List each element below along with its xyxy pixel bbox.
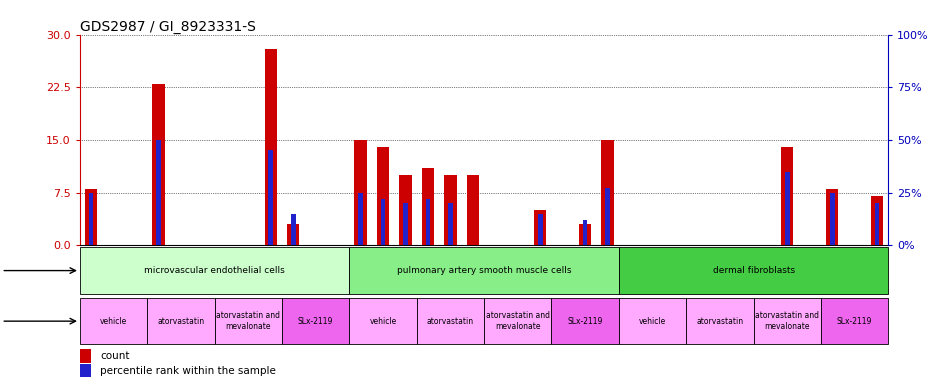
- Bar: [448, 203, 453, 245]
- Bar: [416, 298, 484, 344]
- Bar: [579, 224, 591, 245]
- Bar: [80, 247, 350, 294]
- Text: vehicle: vehicle: [100, 317, 127, 326]
- Bar: [350, 247, 619, 294]
- Bar: [400, 175, 412, 245]
- Bar: [754, 298, 821, 344]
- Text: percentile rank within the sample: percentile rank within the sample: [101, 366, 276, 376]
- Bar: [156, 140, 161, 245]
- Bar: [826, 189, 838, 245]
- Bar: [830, 193, 835, 245]
- Bar: [269, 151, 274, 245]
- Bar: [875, 203, 880, 245]
- Bar: [152, 84, 164, 245]
- Text: atorvastatin: atorvastatin: [157, 317, 205, 326]
- Bar: [445, 175, 457, 245]
- Bar: [214, 298, 282, 344]
- Text: vehicle: vehicle: [639, 317, 666, 326]
- Text: count: count: [101, 351, 130, 361]
- Bar: [534, 210, 546, 245]
- Bar: [552, 298, 619, 344]
- Text: SLx-2119: SLx-2119: [837, 317, 872, 326]
- Bar: [80, 298, 148, 344]
- Text: SLx-2119: SLx-2119: [568, 317, 603, 326]
- Text: GDS2987 / GI_8923331-S: GDS2987 / GI_8923331-S: [80, 20, 256, 33]
- Text: atorvastatin and
mevalonate: atorvastatin and mevalonate: [486, 311, 550, 331]
- Bar: [88, 193, 93, 245]
- Bar: [264, 49, 277, 245]
- Bar: [619, 247, 888, 294]
- Bar: [781, 147, 793, 245]
- Bar: [287, 224, 300, 245]
- Text: atorvastatin: atorvastatin: [427, 317, 474, 326]
- Bar: [602, 140, 614, 245]
- Bar: [785, 172, 790, 245]
- Bar: [484, 298, 552, 344]
- Bar: [619, 298, 686, 344]
- Text: SLx-2119: SLx-2119: [298, 317, 334, 326]
- Bar: [870, 196, 884, 245]
- Bar: [422, 168, 434, 245]
- Bar: [350, 298, 416, 344]
- Text: microvascular endothelial cells: microvascular endothelial cells: [144, 266, 285, 275]
- Bar: [821, 298, 888, 344]
- Bar: [538, 214, 542, 245]
- Text: atorvastatin: atorvastatin: [697, 317, 744, 326]
- Bar: [80, 349, 90, 362]
- Bar: [80, 364, 90, 377]
- Bar: [358, 193, 363, 245]
- Bar: [466, 175, 479, 245]
- Bar: [381, 199, 385, 245]
- Text: atorvastatin and
mevalonate: atorvastatin and mevalonate: [216, 311, 280, 331]
- Bar: [354, 140, 367, 245]
- Text: vehicle: vehicle: [369, 317, 397, 326]
- Bar: [377, 147, 389, 245]
- Bar: [85, 189, 98, 245]
- Bar: [583, 220, 588, 245]
- Text: atorvastatin and
mevalonate: atorvastatin and mevalonate: [755, 311, 820, 331]
- Bar: [403, 203, 408, 245]
- Bar: [426, 199, 431, 245]
- Bar: [282, 298, 350, 344]
- Text: dermal fibroblasts: dermal fibroblasts: [713, 266, 794, 275]
- Bar: [605, 189, 610, 245]
- Bar: [148, 298, 214, 344]
- Text: pulmonary artery smooth muscle cells: pulmonary artery smooth muscle cells: [397, 266, 572, 275]
- Bar: [290, 214, 295, 245]
- Bar: [686, 298, 754, 344]
